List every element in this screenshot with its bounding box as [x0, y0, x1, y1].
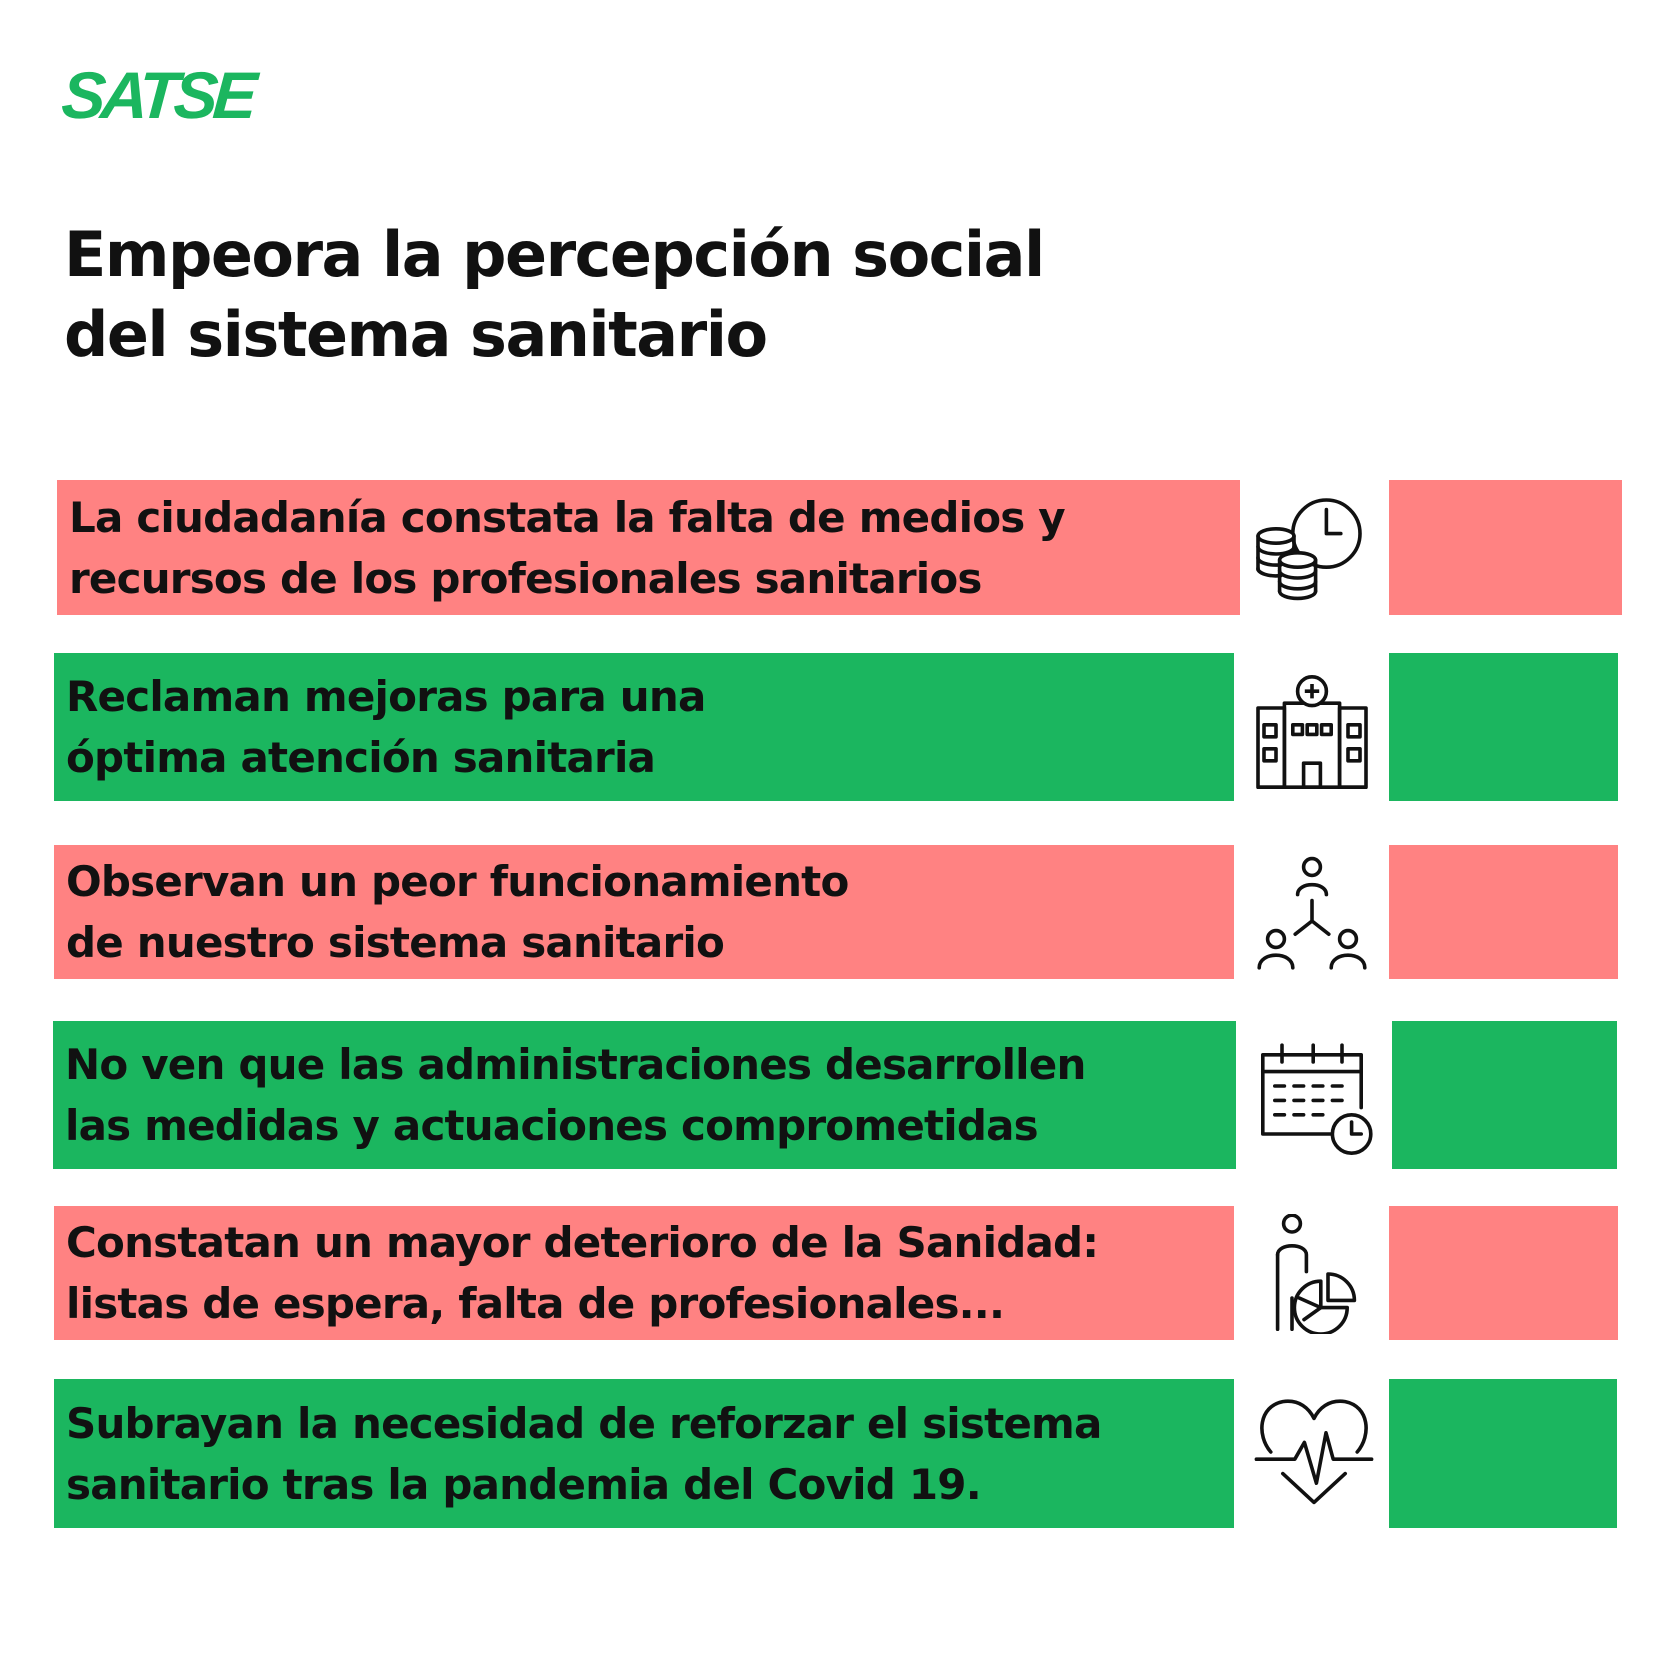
calendar-clock-icon: [1258, 1038, 1378, 1158]
side-block: [1389, 480, 1622, 615]
side-block: [1392, 1021, 1617, 1169]
statement-line-2: las medidas y actuaciones comprometidas: [65, 1101, 1039, 1150]
side-block: [1389, 1206, 1618, 1340]
satse-logo: SATSE: [59, 58, 255, 132]
statement-line-2: de nuestro sistema sanitario: [66, 918, 725, 967]
side-block: [1389, 653, 1618, 801]
statement-line-2: óptima atención sanitaria: [66, 733, 656, 782]
side-block: [1389, 1379, 1617, 1528]
statement-bar: Reclaman mejoras para una óptima atenció…: [54, 653, 1234, 801]
person-pie-chart-icon: [1256, 1214, 1376, 1334]
statement-line-2: sanitario tras la pandemia del Covid 19.: [66, 1459, 982, 1509]
people-hierarchy-icon: [1252, 855, 1372, 975]
statement-bar: Subrayan la necesidad de reforzar el sis…: [54, 1379, 1234, 1528]
side-block: [1389, 845, 1618, 979]
statement-line-1: Reclaman mejoras para una: [66, 672, 706, 721]
title-line-2: del sistema sanitario: [64, 298, 768, 371]
statement-line-2: listas de espera, falta de profesionales…: [66, 1279, 1005, 1328]
statement-bar: La ciudadanía constata la falta de medio…: [57, 480, 1240, 615]
statement-bar: Observan un peor funcionamiento de nuest…: [54, 845, 1234, 979]
coins-clock-icon: [1252, 488, 1372, 608]
hospital-icon: [1252, 672, 1372, 792]
statement-line-1: La ciudadanía constata la falta de medio…: [69, 492, 1066, 542]
statement-line-1: No ven que las administraciones desarrol…: [65, 1040, 1086, 1089]
heart-pulse-icon: [1254, 1392, 1374, 1512]
statement-line-2: recursos de los profesionales sanitarios: [69, 553, 982, 603]
statement-bar: Constatan un mayor deterioro de la Sanid…: [54, 1206, 1234, 1340]
statement-bar: No ven que las administraciones desarrol…: [53, 1021, 1236, 1169]
statement-line-1: Observan un peor funcionamiento: [66, 857, 849, 906]
title-line-1: Empeora la percepción social: [64, 218, 1045, 291]
statement-line-1: Constatan un mayor deterioro de la Sanid…: [66, 1218, 1099, 1267]
statement-line-1: Subrayan la necesidad de reforzar el sis…: [66, 1398, 1102, 1448]
page-title: Empeora la percepción social del sistema…: [64, 215, 1214, 375]
